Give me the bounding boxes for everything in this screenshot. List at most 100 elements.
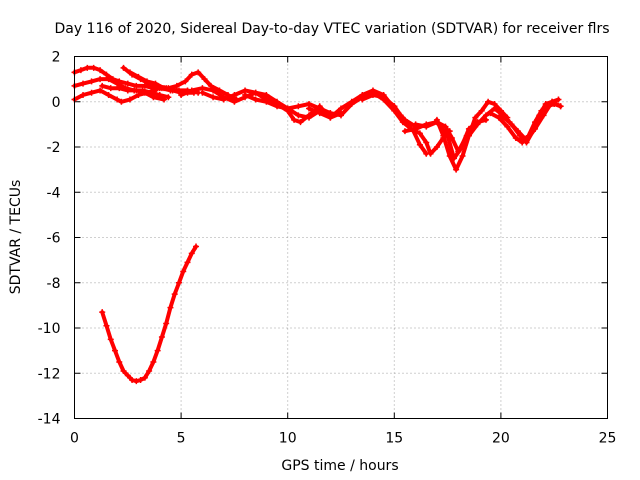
data-point xyxy=(399,119,406,126)
data-point xyxy=(167,304,174,311)
data-point xyxy=(97,87,104,94)
data-point xyxy=(112,347,119,354)
data-point xyxy=(137,377,144,384)
data-point xyxy=(231,98,238,105)
data-point xyxy=(327,114,334,121)
data-point xyxy=(161,96,168,103)
data-point xyxy=(210,87,217,94)
data-point xyxy=(487,110,494,117)
x-axis-label: GPS time / hours xyxy=(281,458,398,474)
y-axis-label: SDTVAR / TECUs xyxy=(8,180,24,295)
data-point xyxy=(195,69,202,76)
data-point xyxy=(427,150,434,157)
data-point xyxy=(120,64,127,71)
data-point xyxy=(316,110,323,117)
data-point xyxy=(135,73,142,80)
y-tick-label: -6 xyxy=(47,231,61,247)
data-point xyxy=(472,114,479,121)
data-point xyxy=(412,121,419,128)
series-line xyxy=(498,97,561,143)
data-point xyxy=(514,128,521,135)
data-point xyxy=(178,91,185,98)
data-point xyxy=(220,96,227,103)
data-point xyxy=(188,71,195,78)
y-tick-label: -10 xyxy=(38,321,61,337)
y-tick-label: -2 xyxy=(47,140,61,156)
series-layer xyxy=(71,64,564,385)
x-tick-label: 25 xyxy=(599,431,617,447)
data-point xyxy=(504,123,511,130)
data-point xyxy=(540,112,547,119)
data-point xyxy=(182,78,189,85)
data-point xyxy=(519,139,526,146)
data-point xyxy=(184,259,191,266)
data-point xyxy=(433,116,440,123)
data-point xyxy=(103,71,110,78)
data-point xyxy=(523,137,530,144)
x-tick-label: 10 xyxy=(279,431,297,447)
data-point xyxy=(416,141,423,148)
data-point xyxy=(416,130,423,137)
data-point xyxy=(538,107,545,114)
series-arc-13 xyxy=(380,96,453,157)
data-point xyxy=(557,103,564,110)
data-point xyxy=(141,82,148,89)
series-line xyxy=(434,99,510,172)
data-point xyxy=(97,76,104,83)
data-point xyxy=(188,250,195,257)
data-point xyxy=(457,146,464,153)
data-point xyxy=(306,112,313,119)
data-point xyxy=(88,89,95,96)
data-point xyxy=(80,91,87,98)
y-tick-label: 2 xyxy=(52,50,61,66)
data-point xyxy=(116,85,123,92)
plot-frame xyxy=(74,56,608,419)
data-point xyxy=(84,64,91,71)
data-point xyxy=(80,80,87,87)
data-point xyxy=(297,119,304,126)
data-point xyxy=(263,98,270,105)
data-point xyxy=(150,94,157,101)
data-point xyxy=(114,96,121,103)
data-point xyxy=(150,358,157,365)
data-point xyxy=(77,67,84,74)
data-point xyxy=(133,87,140,94)
data-point xyxy=(120,367,127,374)
data-point xyxy=(491,105,498,112)
data-point xyxy=(274,103,281,110)
data-point xyxy=(118,98,125,105)
data-point xyxy=(391,107,398,114)
data-point xyxy=(284,105,291,112)
series-arc-16 xyxy=(433,98,511,173)
data-point xyxy=(442,123,449,130)
data-point xyxy=(173,82,180,89)
data-point xyxy=(152,87,159,94)
data-point xyxy=(143,78,150,85)
data-point xyxy=(459,153,466,160)
data-point xyxy=(107,85,114,92)
data-point xyxy=(165,94,172,101)
data-point xyxy=(210,94,217,101)
data-point xyxy=(201,76,208,83)
data-point xyxy=(338,105,344,112)
data-point xyxy=(124,372,131,379)
data-point xyxy=(103,322,110,329)
data-point xyxy=(348,98,355,105)
data-point xyxy=(126,69,133,76)
data-point xyxy=(231,91,238,98)
data-point xyxy=(252,96,259,103)
series-arc-12 xyxy=(359,91,430,157)
data-point xyxy=(401,128,408,135)
data-point xyxy=(154,347,161,354)
data-point xyxy=(453,166,460,173)
data-point xyxy=(512,134,519,141)
data-point xyxy=(124,87,131,94)
data-point xyxy=(141,374,148,381)
data-point xyxy=(478,107,485,114)
y-tick-label: -8 xyxy=(47,276,61,292)
data-point xyxy=(465,132,472,139)
data-point xyxy=(440,132,447,139)
data-point xyxy=(141,89,148,96)
data-point xyxy=(163,320,170,327)
